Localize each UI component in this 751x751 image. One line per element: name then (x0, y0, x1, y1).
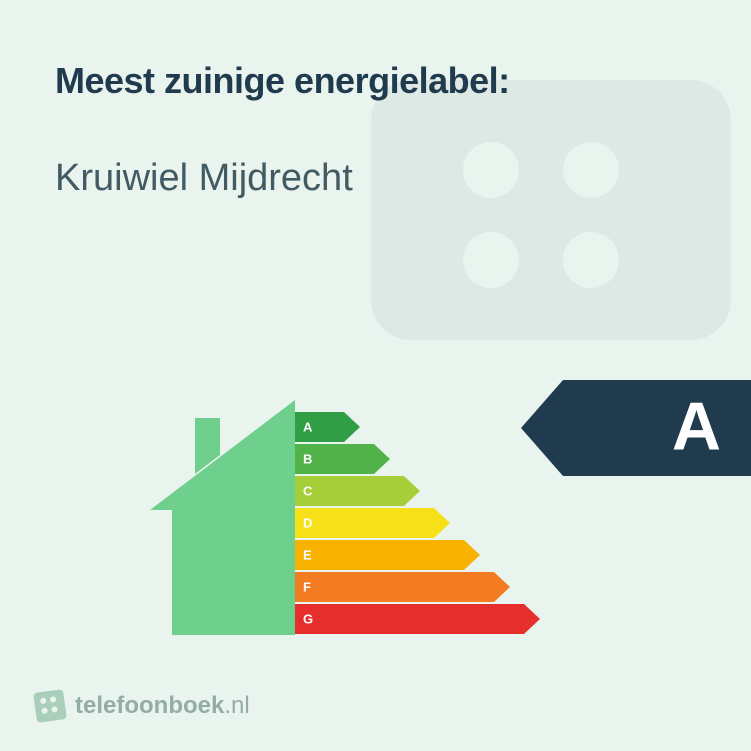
house-icon (150, 400, 295, 635)
bar-letter: F (303, 580, 311, 595)
bar-letter: G (303, 612, 313, 627)
bar-letter: D (303, 516, 312, 531)
footer-logo-icon (33, 689, 67, 723)
rating-letter: A (672, 387, 721, 465)
bar-letter: A (303, 420, 312, 435)
footer-brand-bold: telefoonboek (75, 692, 224, 719)
location-name: Kruiwiel Mijdrecht (55, 157, 696, 200)
footer-brand-light: .nl (224, 692, 249, 719)
rating-badge: A (521, 380, 751, 476)
footer-brand: telefoonboek.nl (75, 692, 250, 720)
card: Meest zuinige energielabel: Kruiwiel Mij… (0, 0, 751, 751)
bar-letter: E (303, 548, 312, 563)
footer: telefoonboek.nl (35, 691, 250, 721)
bar-letter: C (303, 484, 312, 499)
page-title: Meest zuinige energielabel: (55, 60, 696, 102)
bar-letter: B (303, 452, 312, 467)
